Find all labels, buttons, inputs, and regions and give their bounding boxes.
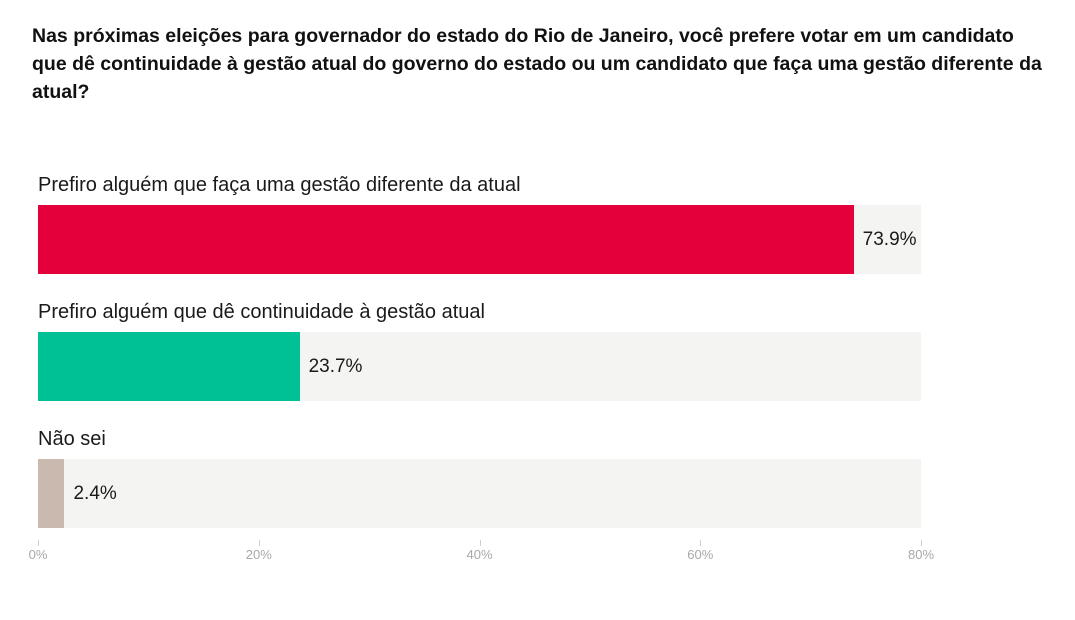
x-tick — [258, 540, 260, 546]
bar-track: 2.4% — [38, 459, 921, 528]
x-tick-label: 40% — [466, 547, 493, 562]
bar-track: 23.7% — [38, 332, 921, 401]
x-tick-label: 60% — [687, 547, 714, 562]
value-label: 2.4% — [73, 483, 117, 504]
x-axis: 0% 20% 40% 60% 80% — [29, 540, 934, 570]
bar-track: 73.9% — [38, 205, 921, 274]
x-tick — [700, 540, 702, 546]
x-tick-label: 0% — [28, 547, 48, 562]
bar — [38, 205, 854, 274]
category-label: Prefiro alguém que faça uma gestão difer… — [38, 174, 521, 196]
x-tick — [38, 540, 39, 546]
x-tick-label: 80% — [907, 547, 935, 562]
x-tick — [479, 540, 481, 546]
bar — [38, 332, 300, 401]
x-tick — [921, 540, 922, 546]
value-label: 23.7% — [308, 356, 363, 377]
bar — [38, 459, 65, 528]
chart-title: Nas próximas eleições para governador do… — [32, 25, 1042, 103]
x-tick-label: 20% — [245, 547, 272, 562]
category-label: Prefiro alguém que dê continuidade à ges… — [38, 301, 485, 323]
value-label: 73.9% — [862, 229, 917, 250]
category-label: Não sei — [38, 428, 106, 450]
